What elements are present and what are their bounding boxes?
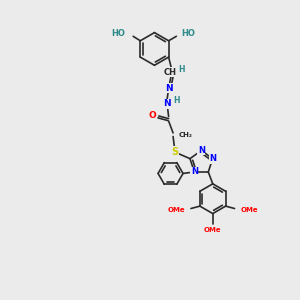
Text: N: N — [198, 146, 205, 155]
Text: N: N — [165, 84, 172, 93]
Text: HO: HO — [112, 29, 125, 38]
Text: CH₂: CH₂ — [178, 132, 193, 138]
Text: O: O — [149, 111, 157, 120]
Text: OMe: OMe — [241, 207, 258, 213]
Text: H: H — [178, 65, 184, 74]
Text: N: N — [163, 99, 171, 108]
Text: N: N — [209, 154, 216, 163]
Text: S: S — [171, 147, 178, 157]
Text: N: N — [191, 167, 198, 176]
Text: CH: CH — [164, 68, 177, 77]
Text: OMe: OMe — [167, 207, 185, 213]
Text: HO: HO — [182, 29, 195, 38]
Text: H: H — [173, 96, 180, 105]
Text: OMe: OMe — [204, 227, 222, 233]
